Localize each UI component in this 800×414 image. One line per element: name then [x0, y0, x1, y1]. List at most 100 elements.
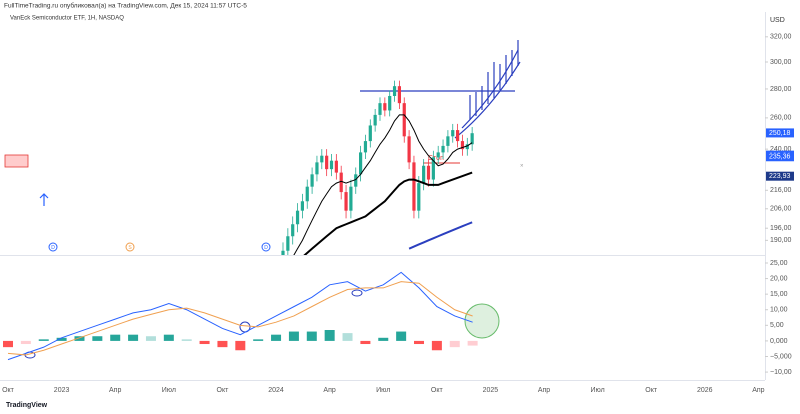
- drawing-circle: [351, 289, 363, 297]
- histogram-bar: [56, 337, 67, 341]
- price-tag-label: 235,36: [769, 154, 791, 161]
- candle-body: [451, 130, 455, 137]
- candle-body: [329, 160, 334, 170]
- x-tick-label: Апр: [109, 387, 121, 394]
- x-tick-label: Июл: [376, 387, 390, 394]
- candle-body: [441, 145, 445, 153]
- histogram-bar: [38, 339, 49, 341]
- price-tag-label: 250,18: [769, 130, 791, 137]
- histogram-bar: [163, 334, 174, 341]
- x-tick-label: 2024: [268, 387, 284, 394]
- marker: ×: [520, 164, 524, 170]
- histogram-bar: [20, 340, 31, 345]
- candle-body: [436, 152, 440, 158]
- x-tick-label: Апр: [752, 387, 764, 394]
- histogram-bar: [217, 340, 228, 348]
- price-tag: [766, 152, 794, 162]
- candle-body: [446, 136, 450, 146]
- x-tick-label: Окт: [645, 387, 658, 394]
- candle-body: [426, 165, 431, 180]
- candle-body: [359, 152, 363, 175]
- x-tick-label: Июл: [590, 387, 604, 394]
- y-tick-label: 10,00: [770, 307, 788, 314]
- histogram-bar: [199, 340, 210, 345]
- event-marker: [48, 242, 58, 252]
- histogram-bar: [342, 333, 353, 341]
- drawing-projection: [360, 40, 521, 139]
- candle-body: [291, 224, 295, 237]
- x-tick-label: 2026: [697, 387, 713, 394]
- price-tag: [766, 128, 794, 138]
- stop-label: Стоп: [428, 155, 444, 162]
- candle-body: [392, 86, 397, 96]
- y-tick-label: 206,00: [770, 206, 792, 213]
- candle-body: [315, 162, 319, 175]
- moving-average: [408, 221, 473, 250]
- y-tick-label: 190,00: [770, 237, 792, 244]
- y-tick-label: −10,00: [770, 369, 792, 376]
- y-tick-label: 300,00: [770, 59, 792, 66]
- candle-body: [286, 236, 290, 251]
- event-label: D: [51, 245, 55, 251]
- candle-body: [402, 103, 406, 137]
- event-marker: [125, 242, 135, 252]
- event-marker: [261, 242, 271, 252]
- x-tick-label: Окт: [431, 387, 444, 394]
- moving-average: [303, 171, 473, 255]
- price-tag: [766, 171, 794, 181]
- histogram-bar: [449, 340, 460, 348]
- histogram-bar: [128, 334, 139, 341]
- histogram-bar: [306, 331, 317, 341]
- histogram-bar: [271, 334, 282, 341]
- candle-body: [417, 183, 421, 211]
- y-tick-label: 5,00: [770, 322, 784, 329]
- event-label: S: [128, 245, 132, 251]
- candle-body: [378, 103, 382, 115]
- candle-body: [320, 155, 324, 163]
- candle-body: [431, 157, 435, 180]
- candle-body: [325, 155, 329, 170]
- published: FullTimeTrading.ru опубликовал(а) на Tra…: [4, 2, 247, 10]
- event-label: D: [264, 245, 268, 251]
- candle-body: [456, 130, 460, 142]
- histogram-bar: [396, 331, 407, 341]
- candle-body: [470, 133, 474, 145]
- y-tick-label: 25,00: [770, 260, 788, 267]
- candle-body: [465, 144, 469, 150]
- footer-logo: TradingView: [6, 402, 48, 409]
- candle-body: [310, 174, 314, 187]
- x-tick-label: 2023: [54, 387, 70, 394]
- x-tick-label: Июл: [162, 387, 176, 394]
- candle-body: [281, 250, 285, 255]
- y-tick-label: 216,00: [770, 187, 792, 194]
- candle-body: [460, 141, 465, 150]
- y-tick-label: 240,00: [770, 146, 792, 153]
- candle-body: [412, 162, 416, 211]
- candle-body: [305, 186, 309, 202]
- histogram-bar: [378, 337, 389, 341]
- macd-line: [7, 271, 473, 361]
- x-tick-label: Апр: [323, 387, 335, 394]
- price-plot: [281, 80, 474, 255]
- x-tick-label: Окт: [2, 387, 15, 394]
- candle-body: [422, 165, 426, 184]
- candle-body: [295, 210, 300, 225]
- price-tag-label: 223,93: [769, 173, 791, 180]
- candle-body: [373, 114, 377, 126]
- histogram-bar: [360, 340, 371, 345]
- drawing-box: [4, 154, 29, 168]
- histogram-bar: [235, 340, 246, 351]
- candle-body: [388, 95, 392, 111]
- y-tick-label: 260,00: [770, 115, 792, 122]
- moving-average: [293, 114, 473, 255]
- y-tick-label: 196,00: [770, 225, 792, 232]
- histogram-bar: [288, 331, 299, 341]
- x-tick-label: 2025: [483, 387, 499, 394]
- histogram-bar: [253, 339, 264, 341]
- y-tick-label: −5,000: [770, 353, 792, 360]
- x-tick-label: Окт: [217, 387, 230, 394]
- histogram-bar: [92, 336, 103, 341]
- candle-body: [368, 125, 372, 142]
